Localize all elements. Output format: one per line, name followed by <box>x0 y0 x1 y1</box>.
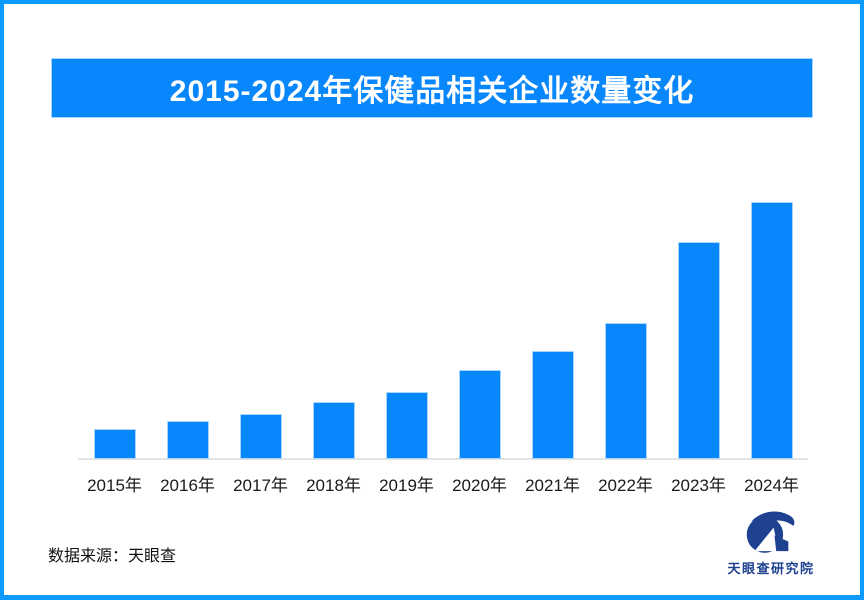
brand-name: 天眼查研究院 <box>727 561 815 576</box>
x-axis-label-2020年: 2020年 <box>452 476 507 495</box>
x-axis-label-2017年: 2017年 <box>233 476 288 495</box>
x-axis-label-2024年: 2024年 <box>744 476 799 495</box>
tianyancha-logo-icon <box>746 511 795 553</box>
x-axis-label-2021年: 2021年 <box>525 476 580 495</box>
bar-2015年 <box>94 430 135 458</box>
bar-2018年 <box>313 403 354 458</box>
bar-2024年 <box>751 203 792 458</box>
x-axis-label-2018年: 2018年 <box>306 476 361 495</box>
data-source-note: 数据来源：天眼查 <box>48 548 177 565</box>
brand-block: 天眼查研究院 <box>708 509 834 577</box>
bars-plot-area <box>78 150 808 460</box>
bar-2022年 <box>605 324 646 458</box>
x-axis-label-2023年: 2023年 <box>671 476 726 495</box>
bar-2023年 <box>678 243 719 458</box>
x-axis-label-2015年: 2015年 <box>87 476 142 495</box>
chart-title: 2015-2024年保健品相关企业数量变化 <box>169 75 695 108</box>
bar-2021年 <box>532 352 573 458</box>
bar-2019年 <box>386 393 427 458</box>
x-axis-label-2022年: 2022年 <box>598 476 653 495</box>
x-axis-labels: 2015年 2016年 2017年 2018年 2019年 2020年 2021年 2022年… <box>78 471 808 496</box>
bar-2016年 <box>167 422 208 458</box>
bar-chart: 2015年 2016年 2017年 2018年 2019年 2020年 2021年 2022年… <box>78 150 808 496</box>
bar-2017年 <box>240 415 281 458</box>
x-axis-label-2016年: 2016年 <box>160 476 215 495</box>
chart-title-banner: 2015-2024年保健品相关企业数量变化 <box>52 59 812 117</box>
bar-2020年 <box>459 371 500 458</box>
x-axis-label-2019年: 2019年 <box>379 476 434 495</box>
